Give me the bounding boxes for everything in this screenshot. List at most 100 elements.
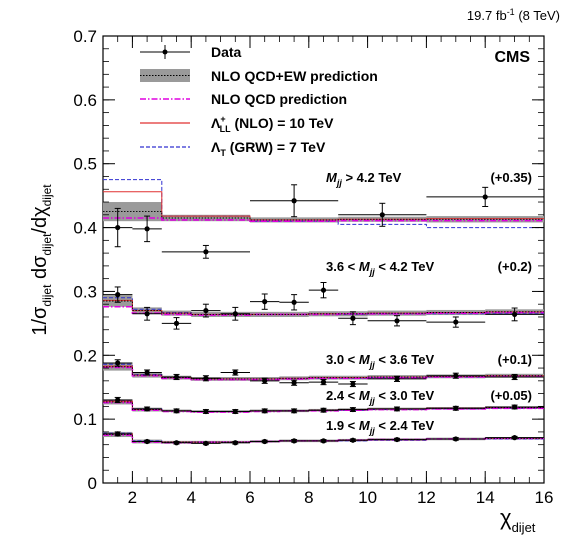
data-point — [511, 435, 518, 441]
data-point — [115, 360, 121, 366]
data-point — [320, 287, 327, 293]
lambda-t-line — [103, 432, 544, 443]
data-point — [394, 436, 400, 443]
data-point — [115, 431, 121, 437]
data-point — [232, 311, 238, 317]
legend: Data NLO QCD+EW prediction NLO QCD predi… — [140, 44, 378, 158]
data-point — [232, 440, 238, 446]
legend-qcd-ew-label: NLO QCD+EW prediction — [211, 68, 378, 84]
data-point — [115, 292, 121, 298]
mass-bin-offset-label: (+0.1) — [498, 352, 532, 367]
data-point — [453, 436, 459, 442]
x-tick-label: 4 — [186, 488, 195, 507]
data-point — [394, 376, 400, 382]
x-tick-label: 14 — [476, 488, 495, 507]
data-point — [482, 194, 488, 200]
data-point — [453, 319, 459, 325]
data-point — [203, 375, 209, 381]
legend-lambda-ll-label: Λ+ LL (NLO) = 10 TeV — [211, 114, 334, 134]
mass-bin-label: 3.6 < Mjj < 4.2 TeV — [326, 259, 434, 277]
y-tick-label: 0.5 — [73, 155, 97, 174]
legend-qcd-label: NLO QCD prediction — [211, 91, 347, 107]
data-point — [511, 374, 518, 380]
data-point — [320, 407, 327, 413]
data-point — [291, 408, 297, 414]
data-point — [173, 440, 180, 446]
data-point — [291, 299, 297, 305]
x-axis-title: χdijet — [500, 505, 536, 535]
data-point — [203, 440, 209, 447]
data-points — [103, 184, 544, 447]
lambda-ll-line — [103, 191, 544, 221]
mass-bin-offset-label: (+0.2) — [498, 259, 532, 274]
y-tick-label: 0.7 — [73, 27, 97, 46]
data-point — [144, 438, 150, 445]
data-point — [394, 406, 400, 412]
prediction-bands — [103, 202, 544, 444]
data-point — [144, 226, 150, 232]
data-point — [511, 404, 518, 410]
mass-bin-label: 2.4 < Mjj < 3.0 TeV — [326, 388, 434, 406]
data-point — [203, 408, 209, 415]
nlo-qcd-ew-line — [103, 300, 544, 315]
experiment-label: CMS — [494, 49, 530, 66]
data-point — [350, 381, 356, 387]
data-point — [379, 212, 385, 218]
data-point — [291, 438, 297, 444]
lumi-energy-label: 19.7 fb-1 (8 TeV) — [467, 7, 560, 23]
data-point — [350, 437, 356, 443]
y-tick-label: 0.3 — [73, 282, 97, 301]
data-point — [291, 198, 297, 204]
axis-ticks: 0 0.1 0.2 0.3 0.4 0.5 0.6 0.7 2 4 6 8 10 12 14 16 — [73, 27, 553, 507]
data-point — [203, 307, 209, 314]
data-point — [173, 408, 180, 414]
data-point — [115, 397, 121, 403]
lambda-t-line — [103, 179, 544, 229]
data-point — [232, 408, 238, 415]
data-point — [320, 438, 327, 444]
y-tick-label: 0.1 — [73, 410, 97, 429]
data-point — [173, 320, 180, 326]
legend-lambda-t-label: ΛT (GRW) = 7 TeV — [211, 139, 326, 158]
nlo-qcd-ew-line — [103, 211, 544, 221]
mass-bin-offset-label: (+0.05) — [490, 388, 532, 403]
y-axis-title: 1/σdijet dσdijet/dχdijet — [29, 184, 54, 336]
x-tick-label: 8 — [304, 488, 313, 507]
data-point — [232, 369, 238, 376]
x-tick-label: 2 — [128, 488, 137, 507]
nlo-qcd-line — [103, 217, 544, 222]
x-tick-label: 12 — [417, 488, 436, 507]
mass-bin-offset-label: (+0.35) — [490, 170, 532, 185]
data-point — [262, 299, 268, 305]
nlo-qcd-line — [103, 305, 544, 316]
legend-data-label: Data — [211, 44, 242, 60]
data-point — [262, 408, 268, 414]
x-tick-label: 6 — [245, 488, 254, 507]
data-point — [262, 378, 268, 384]
data-point — [453, 405, 459, 411]
x-tick-label: 10 — [358, 488, 377, 507]
mass-bin-label: 3.0 < Mjj < 3.6 TeV — [326, 352, 434, 370]
data-point — [350, 315, 356, 321]
data-point — [115, 224, 121, 231]
data-point — [144, 311, 150, 317]
data-point — [173, 374, 180, 380]
y-tick-label: 0.6 — [73, 91, 97, 110]
data-point — [203, 249, 209, 255]
y-tick-label: 0 — [88, 474, 97, 493]
mass-bin-label: 1.9 < Mjj < 2.4 TeV — [326, 418, 434, 436]
y-tick-label: 0.4 — [73, 219, 97, 238]
data-point — [144, 406, 150, 412]
data-point — [511, 311, 518, 318]
data-point — [453, 373, 459, 379]
x-tick-label: 16 — [535, 488, 554, 507]
nlo-qcd-ew-line — [103, 366, 544, 380]
legend-data-marker — [162, 49, 168, 55]
y-tick-label: 0.2 — [73, 346, 97, 365]
mass-bin-labels: 1.9 < Mjj < 2.4 TeV 2.4 < Mjj < 3.0 TeV (+… — [326, 170, 532, 436]
mass-bin-label: Mjj > 4.2 TeV — [326, 170, 402, 188]
data-point — [291, 380, 297, 386]
data-point — [320, 379, 327, 385]
data-point — [394, 318, 400, 324]
